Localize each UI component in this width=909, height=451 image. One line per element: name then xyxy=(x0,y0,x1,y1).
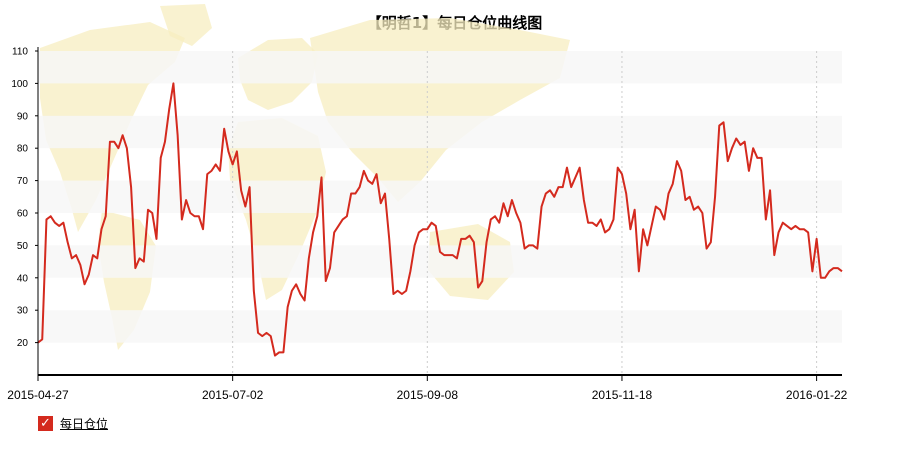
x-tick-label: 2015-11-18 xyxy=(592,388,653,402)
series-layer xyxy=(37,82,843,357)
y-tick-label: 50 xyxy=(17,241,29,252)
y-tick-label: 40 xyxy=(17,273,29,284)
y-tick-label: 30 xyxy=(17,306,29,317)
map-greenland xyxy=(160,4,212,46)
grid-band xyxy=(38,310,842,343)
legend-checkbox-icon[interactable]: ✓ xyxy=(38,416,53,431)
y-tick-label: 90 xyxy=(17,111,29,122)
x-tick-labels: 2015-04-27 2015-07-02 2015-09-08 2015-11-18… xyxy=(7,375,848,402)
grid-band xyxy=(38,180,842,213)
y-tick-label: 110 xyxy=(12,47,28,58)
map-asia xyxy=(310,18,570,202)
grid-band xyxy=(38,115,842,149)
axes xyxy=(37,47,842,376)
y-tick-labels: 20 30 40 50 60 70 80 90 100 110 xyxy=(11,47,38,349)
x-tick-label: 2016-01-22 xyxy=(786,388,848,402)
grid-band xyxy=(38,51,842,84)
legend-label[interactable]: 每日仓位 xyxy=(60,417,109,431)
legend-item-daily-position[interactable]: ✓ 每日仓位 xyxy=(38,415,108,432)
vertical-grid xyxy=(232,51,818,375)
y-tick-label: 20 xyxy=(17,338,29,349)
y-tick-label: 70 xyxy=(17,176,29,187)
x-tick-label: 2015-04-27 xyxy=(7,388,69,402)
x-tick-label: 2015-07-02 xyxy=(202,388,264,402)
y-tick-label: 80 xyxy=(17,144,29,155)
x-tick-label: 2015-09-08 xyxy=(397,388,459,402)
y-tick-label: 60 xyxy=(17,209,29,220)
y-tick-label: 100 xyxy=(11,79,28,90)
series-line-daily-position xyxy=(37,82,843,357)
